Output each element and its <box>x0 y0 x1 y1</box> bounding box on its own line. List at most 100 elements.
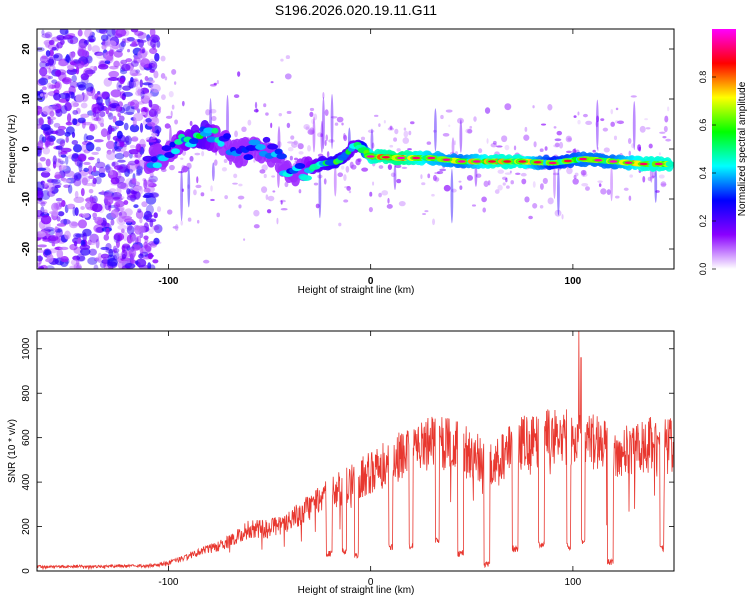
spectral-blob <box>544 146 548 151</box>
spectral-blob <box>37 140 44 149</box>
spectral-blob <box>55 197 63 202</box>
spectral-blob <box>630 95 637 98</box>
spectral-blob <box>76 159 84 168</box>
spectral-blob <box>167 209 173 215</box>
spectral-blob <box>87 156 95 161</box>
spectral-blob <box>523 134 530 141</box>
spectral-blob <box>481 196 487 203</box>
spectral-blob <box>294 163 306 170</box>
spectral-blob <box>186 162 192 170</box>
snr-x-ticks: -100 0 100 <box>158 331 582 588</box>
spectral-blob <box>37 244 47 248</box>
spectral-blob <box>150 83 161 93</box>
spectral-blob <box>37 167 47 171</box>
spectral-blob <box>515 172 521 176</box>
spectral-blob <box>487 180 491 186</box>
spectral-blob <box>585 120 593 126</box>
spectral-blob <box>83 133 88 143</box>
spectral-blob <box>317 174 323 179</box>
spectral-blob <box>336 116 344 123</box>
spectral-blob <box>473 116 477 122</box>
snr-x-axis-label: Height of straight line (km) <box>298 585 415 596</box>
spectral-blob <box>91 203 103 213</box>
spectral-blob <box>48 137 55 146</box>
spectral-blob <box>78 84 86 91</box>
spectral-blob <box>107 76 119 81</box>
spectral-blob <box>261 164 268 171</box>
spectral-blob <box>73 178 82 187</box>
spectral-blob <box>118 212 123 216</box>
spectral-blob <box>153 237 160 245</box>
spectral-blob <box>402 137 410 144</box>
spectral-blob <box>123 37 131 43</box>
spectral-blob <box>54 226 58 232</box>
spectral-blob <box>524 126 528 132</box>
spectral-blob <box>58 92 70 99</box>
spectral-blob <box>140 90 145 99</box>
spectral-blob <box>115 171 122 180</box>
spectral-blob <box>48 116 57 121</box>
spectral-blob <box>241 126 247 133</box>
spectral-blob <box>521 178 527 185</box>
spectral-blob <box>53 92 61 101</box>
spectral-blob <box>189 120 193 126</box>
spectral-blob <box>65 155 69 165</box>
spectral-blob <box>667 106 670 112</box>
spectral-blob <box>660 183 667 186</box>
spectral-blob <box>181 165 189 173</box>
colorbar-tick-label: 0.0 <box>698 263 708 276</box>
spectral-blob <box>610 109 614 115</box>
spectral-blob <box>37 262 41 268</box>
spectral-blob <box>298 189 302 194</box>
spectral-blob <box>80 73 89 81</box>
spectral-blob <box>98 29 108 35</box>
spectral-blob <box>37 190 44 198</box>
spectral-blob <box>598 183 602 188</box>
spectral-blob <box>147 252 154 260</box>
spectral-blob <box>139 46 146 54</box>
spectral-blob <box>82 121 93 126</box>
spectral-blob <box>108 188 117 193</box>
spectral-blob <box>308 127 315 135</box>
spectral-blob <box>496 145 503 148</box>
spectral-blob <box>451 188 457 193</box>
spectral-blob <box>533 141 537 148</box>
spectral-blob <box>123 111 135 115</box>
spectral-blob <box>137 32 147 40</box>
spectral-blob <box>556 130 563 136</box>
y-tick-label: 10 <box>21 93 32 105</box>
spectral-blob <box>110 89 122 98</box>
spectral-blob <box>280 58 284 62</box>
spectral-blob <box>89 123 96 132</box>
spectral-blob <box>88 188 94 194</box>
spectral-blob <box>313 182 319 186</box>
spectral-blob <box>129 124 140 133</box>
spectral-blob <box>148 63 156 68</box>
spectral-blob <box>83 39 89 46</box>
spectral-blob <box>181 164 186 172</box>
spectral-blob <box>161 94 166 101</box>
spectral-blob <box>106 151 116 161</box>
spectral-blob <box>147 179 154 188</box>
spectral-blob <box>55 43 59 51</box>
figure-title: S196.2026.020.19.11.G11 <box>275 2 437 18</box>
spectral-blob <box>77 29 83 37</box>
spectral-blob <box>115 200 121 205</box>
spectral-blob <box>101 190 105 196</box>
spectral-blob <box>92 195 98 204</box>
spectral-blob <box>70 221 79 227</box>
spectral-blob <box>232 182 238 185</box>
spectral-blob <box>92 212 98 218</box>
spectral-blob <box>100 253 110 259</box>
spectral-blob <box>72 206 76 217</box>
spectral-blob <box>216 79 219 85</box>
spectral-blob <box>136 168 143 176</box>
spectral-blob <box>96 96 103 106</box>
spectral-blob <box>343 199 349 203</box>
spectral-blob <box>114 120 124 127</box>
spectral-blob <box>57 158 61 163</box>
spectral-blob <box>149 47 158 55</box>
spectral-blob <box>180 157 184 160</box>
spectral-blob <box>378 192 382 198</box>
spectral-blob <box>369 191 373 197</box>
